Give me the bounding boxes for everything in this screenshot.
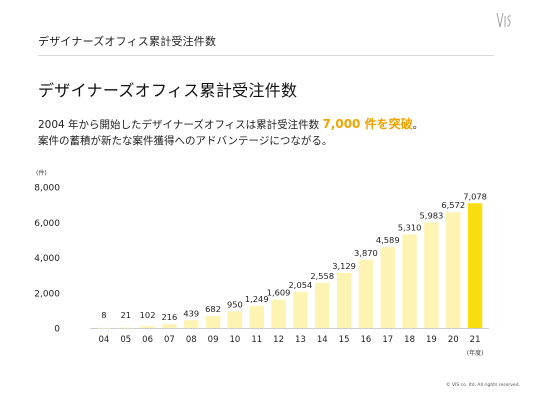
value-label-17: 4,589 [376, 235, 400, 245]
x-tick-label-21: 21 [470, 335, 481, 345]
y-tick-label: 0 [54, 325, 60, 335]
value-label-06: 102 [140, 310, 156, 320]
value-label-05: 21 [120, 310, 131, 320]
bar-20 [446, 212, 461, 328]
bar-07 [162, 324, 177, 328]
value-label-09: 682 [205, 304, 221, 314]
bar-19 [424, 222, 439, 328]
x-tick-label-07: 07 [164, 335, 175, 345]
description-line-2: 案件の蓄積が新たな案件獲得へのアドバンテージにつながる。 [38, 135, 333, 147]
x-tick-label-14: 14 [317, 335, 328, 345]
x-tick-label-16: 16 [361, 335, 372, 345]
description-highlight: 7,000 件を突破 [322, 117, 413, 131]
value-label-08: 439 [183, 308, 199, 318]
x-tick-label-15: 15 [339, 335, 350, 345]
bar-16 [358, 259, 374, 328]
bar-09 [205, 315, 221, 328]
value-label-12: 1,609 [267, 288, 291, 298]
x-tick-label-04: 04 [99, 335, 110, 345]
description: 2004 年から開始したデザイナーズオフィスは累計受注件数 7,000 件を突破… [38, 116, 508, 149]
x-tick-label-05: 05 [120, 335, 131, 345]
value-label-20: 6,572 [441, 200, 465, 210]
bar-12 [271, 299, 286, 328]
y-tick-label: 8,000 [34, 184, 60, 194]
y-tick-label: 4,000 [34, 254, 60, 264]
x-tick-label-18: 18 [404, 335, 415, 345]
value-label-15: 3,129 [332, 261, 356, 271]
value-label-13: 2,054 [289, 280, 313, 290]
bar-08 [184, 320, 199, 328]
value-label-19: 5,983 [420, 211, 444, 221]
x-tick-label-17: 17 [382, 335, 393, 345]
x-tick-label-06: 06 [142, 335, 153, 345]
x-tick-label-12: 12 [273, 335, 284, 345]
copyright: © VIS co. ltd. All rights reserved. [446, 383, 520, 388]
bar-21 [467, 203, 483, 328]
bar-06 [140, 326, 155, 328]
header-title: デザイナーズオフィス累計受注件数 [38, 35, 217, 48]
value-label-14: 2,558 [310, 271, 334, 281]
x-tick-label-08: 08 [186, 335, 197, 345]
value-label-21: 7,078 [463, 191, 487, 201]
bar-17 [380, 247, 395, 328]
bar-11 [249, 305, 264, 328]
x-tick-label-09: 09 [208, 335, 219, 345]
value-label-07: 216 [161, 312, 177, 322]
vis-logo-icon [496, 12, 512, 28]
y-tick-label: 6,000 [34, 219, 60, 229]
x-tick-label-13: 13 [295, 335, 306, 345]
description-suffix: 。 [412, 119, 424, 131]
value-label-04: 8 [101, 310, 106, 320]
bar-15 [336, 272, 352, 328]
bar-14 [315, 282, 330, 328]
x-tick-label-19: 19 [426, 335, 437, 345]
x-tick-label-10: 10 [230, 335, 241, 345]
bar-18 [402, 234, 417, 328]
value-label-11: 1,249 [245, 294, 269, 304]
description-prefix: 2004 年から開始したデザイナーズオフィスは累計受注件数 [38, 119, 323, 131]
y-axis-unit-label: (件) [36, 169, 47, 177]
y-tick-label: 2,000 [34, 289, 60, 299]
page-title: デザイナーズオフィス累計受注件数 [38, 81, 298, 100]
value-label-10: 950 [227, 299, 243, 309]
value-label-16: 3,870 [354, 248, 378, 258]
description-line-1: 2004 年から開始したデザイナーズオフィスは累計受注件数 7,000 件を突破… [38, 116, 508, 133]
value-label-18: 5,310 [398, 222, 422, 232]
bar-04 [96, 327, 112, 329]
bar-10 [227, 311, 243, 328]
x-tick-label-11: 11 [251, 335, 262, 345]
header-divider [38, 55, 494, 56]
bar-05 [118, 327, 133, 329]
x-axis-unit-label: (年度) [467, 349, 484, 357]
bar-13 [293, 291, 308, 328]
x-tick-label-20: 20 [448, 335, 459, 345]
